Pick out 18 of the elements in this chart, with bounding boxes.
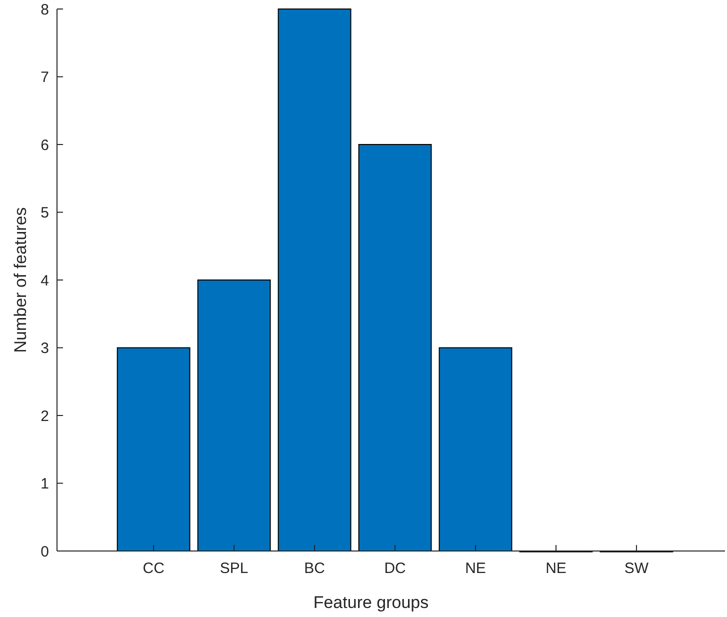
y-tick-label: 4 [40, 272, 49, 290]
y-tick-label: 1 [40, 476, 49, 492]
y-tick-label: 0 [40, 543, 49, 560]
x-tick-label: CC [142, 560, 165, 577]
x-tick-label: SPL [220, 560, 248, 577]
y-tick-label: 2 [40, 408, 49, 425]
y-tick-label: 3 [40, 340, 49, 357]
x-tick-label: NE [465, 560, 486, 577]
x-tick-label: NE [546, 560, 566, 577]
x-tick-label: DC [384, 560, 406, 577]
y-tick-label: 5 [40, 204, 49, 222]
y-tick-label: 6 [40, 136, 49, 154]
x-axis-title: Feature groups [313, 593, 429, 612]
y-tick-label: 7 [40, 69, 49, 86]
y-axis-title: Number of features [11, 207, 30, 353]
y-tick-label: 8 [40, 1, 49, 18]
x-tick-label: BC [304, 560, 326, 577]
x-tick-label: SW [624, 560, 650, 577]
